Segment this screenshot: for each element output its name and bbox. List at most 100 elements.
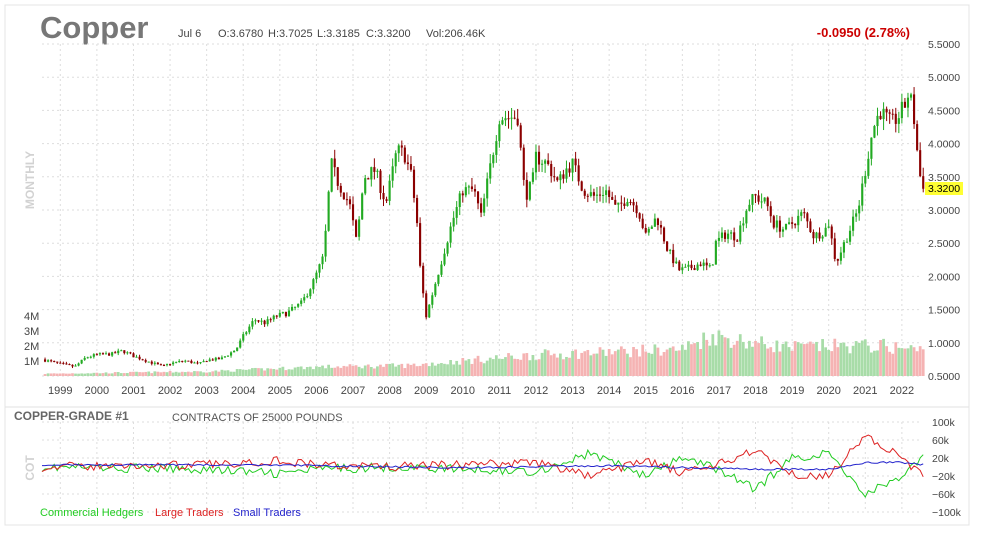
candle-body: [226, 355, 230, 357]
candle-body: [711, 264, 714, 266]
candle-body: [836, 258, 839, 261]
candle-body: [699, 264, 702, 266]
candle-body: [531, 172, 534, 182]
volume-bar: [812, 343, 815, 376]
candle-body: [815, 232, 818, 239]
volume-bar: [833, 338, 837, 376]
candle-body: [172, 362, 175, 365]
candle-body: [400, 145, 403, 148]
volume-bar: [388, 363, 391, 376]
candle-body: [239, 340, 242, 348]
candle-body: [95, 354, 98, 356]
candle-body: [681, 267, 684, 271]
year-tick-label: 2005: [268, 385, 292, 397]
candle-body: [117, 350, 120, 354]
candle-body: [583, 190, 586, 196]
candle-body: [620, 202, 623, 204]
candle-body: [742, 223, 745, 226]
candle-body: [428, 304, 431, 318]
volume-bar: [427, 366, 431, 376]
candle-body: [126, 352, 129, 354]
candle-body: [845, 241, 849, 243]
candle-body: [287, 310, 291, 317]
volume-bar: [376, 366, 379, 376]
volume-bar: [424, 363, 428, 376]
last-price-marker: [925, 182, 963, 195]
volume-bar: [132, 371, 135, 376]
volume-bar: [74, 373, 77, 376]
volume-bar: [214, 370, 218, 376]
candle-body: [425, 293, 428, 318]
candle-body: [684, 266, 687, 268]
candle-body: [632, 202, 635, 206]
volume-bar: [604, 355, 608, 376]
volume-bar: [290, 369, 294, 376]
volume-bar: [879, 340, 882, 376]
volume-bar: [193, 371, 196, 376]
candle-body: [233, 350, 236, 353]
volume-bar: [336, 366, 340, 376]
volume-bar: [915, 351, 919, 376]
volume-bar: [665, 349, 669, 376]
volume-bar: [677, 350, 681, 376]
volume-bar: [305, 367, 309, 376]
volume-bar: [409, 364, 413, 376]
price-tick-label: 4.5000: [928, 105, 960, 117]
axis-labels: 5.5000 5.0000 4.5000 4.0000 3.5000 3.0000 2.50…: [24, 39, 960, 397]
volume-bar: [165, 372, 169, 376]
volume-bar: [333, 367, 337, 376]
volume-bar: [482, 363, 486, 376]
volume-bar: [46, 373, 50, 376]
candle-body: [571, 158, 574, 173]
quote-date: Jul 6: [178, 28, 201, 40]
volume-bar: [327, 364, 330, 376]
volume-bar: [644, 351, 648, 376]
candle-body: [415, 197, 419, 224]
candle-body: [59, 362, 62, 364]
volume-bar: [281, 366, 285, 376]
volume-bar: [348, 364, 352, 376]
volume-bar: [635, 349, 638, 376]
candle-body: [574, 158, 577, 166]
candle-body: [848, 230, 852, 242]
volume-bar: [126, 373, 129, 376]
volume-bar: [89, 373, 93, 376]
volume-bar: [623, 348, 626, 376]
candle-body: [608, 190, 611, 197]
volume-bar: [510, 355, 513, 376]
candle-body: [358, 219, 361, 237]
volume-bar: [558, 353, 562, 376]
volume-bar: [491, 359, 495, 376]
candle-body: [592, 192, 595, 196]
candle-body: [565, 168, 568, 179]
candle-body: [647, 228, 650, 233]
volume-bar: [656, 347, 660, 376]
volume-bar: [68, 373, 71, 376]
volume-bar: [174, 371, 178, 376]
candle-body: [919, 150, 922, 177]
candle-body: [339, 185, 342, 193]
volume-bar: [705, 339, 709, 376]
candle-body: [269, 319, 272, 321]
volume-bar: [244, 369, 248, 376]
year-tick-label: 2017: [707, 385, 731, 397]
candle-body: [702, 262, 705, 266]
candle-body: [455, 207, 458, 218]
candle-body: [787, 222, 791, 224]
candle-body: [696, 264, 699, 271]
volume-bar: [610, 354, 614, 376]
volume-bar: [513, 358, 516, 376]
candle-body: [903, 101, 906, 108]
volume-bar: [574, 349, 577, 376]
year-tick-label: 2019: [780, 385, 804, 397]
volume-bar: [159, 372, 163, 376]
candle-body: [812, 231, 815, 239]
year-tick-label: 2012: [524, 385, 548, 397]
candle-body: [909, 94, 913, 98]
candle-body: [614, 199, 617, 205]
candle-body: [791, 222, 794, 224]
cot-lines: [41, 434, 924, 498]
volume-bar: [885, 346, 888, 376]
volume-bar: [119, 373, 123, 376]
